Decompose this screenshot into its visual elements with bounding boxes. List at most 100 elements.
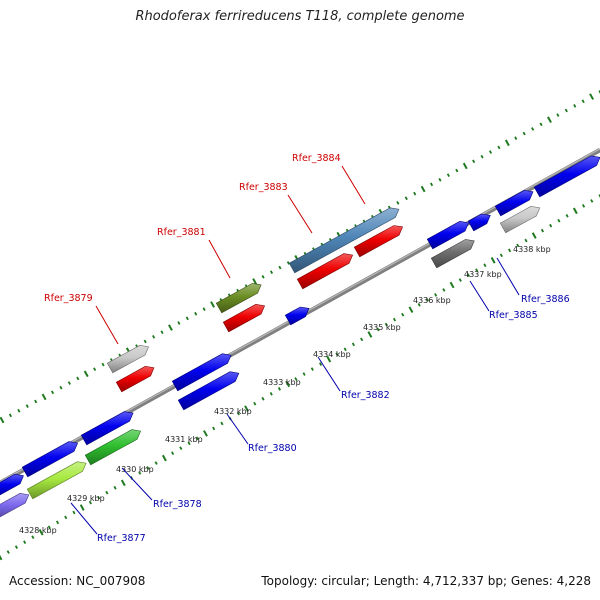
tick-dot [420, 185, 426, 193]
genome-summary-text: Topology: circular; Length: 4,712,337 bp… [261, 574, 591, 588]
gene-leader-line [121, 467, 153, 501]
gene-label: Rfer_3879 [44, 293, 93, 304]
tick-dot [404, 196, 408, 201]
gene-label: Rfer_3886 [521, 294, 570, 305]
tick-dot [0, 416, 5, 424]
tick-dot [269, 391, 273, 396]
tick-dot [34, 399, 38, 404]
tick-dot [598, 194, 600, 198]
tick-dot [326, 355, 332, 363]
tick-dot [83, 370, 89, 378]
gene-arrow [494, 189, 534, 217]
gene-arrow [215, 283, 262, 314]
tick-dot [236, 411, 240, 416]
tick-dot [59, 385, 63, 390]
tick-dot [64, 515, 68, 520]
tick-dot [488, 150, 493, 154]
tick-dot [466, 273, 471, 277]
gene-arrow [84, 429, 142, 466]
tick-dot [573, 104, 577, 108]
tick-dot [531, 127, 535, 131]
tick-dot [480, 154, 484, 159]
gene-arrow [0, 492, 30, 518]
gene-arrow [353, 225, 404, 258]
gene-arrow [467, 213, 491, 232]
tick-dot [413, 191, 417, 196]
gene-arrow [115, 365, 155, 393]
tick-dot [475, 268, 479, 273]
gene-labels: Rfer_3879 Rfer_3881 Rfer_3883 Rfer_3884 Rfer… [44, 153, 570, 544]
tick-dot [261, 274, 265, 279]
tick-dot [590, 199, 594, 203]
kbp-ruler: 4328 kbp 4329 kbp 4330 kbp 4331 kbp 4332 kbp… [19, 245, 551, 535]
tick-dot [160, 330, 164, 335]
tick-dot [384, 322, 388, 327]
tick-dot [294, 377, 298, 381]
tick-dot [50, 390, 55, 395]
tick-dot [429, 182, 434, 187]
tick-dot [8, 413, 12, 418]
tick-dot [152, 335, 156, 339]
tick-dot [278, 265, 282, 270]
tick-dot [31, 535, 35, 540]
tick-dot [572, 207, 578, 215]
tick-dot [23, 540, 27, 545]
tick-dot [41, 393, 47, 401]
tick-dot [335, 352, 339, 357]
tick-dot [556, 113, 560, 117]
tick-dot [179, 446, 183, 451]
gene-arrow [284, 306, 310, 326]
tick-dot [547, 116, 552, 124]
tick-dot [79, 504, 85, 511]
tick-dot [286, 261, 290, 265]
tick-dot [351, 342, 355, 347]
tick-dot [97, 495, 101, 500]
tick-dot [154, 461, 158, 465]
tick-dot [171, 451, 175, 455]
tick-dot [564, 108, 568, 113]
gene-label: Rfer_3884 [292, 153, 341, 164]
tick-dot [446, 173, 450, 177]
tick-dot [25, 404, 29, 408]
gene-arrow [222, 303, 266, 333]
gene-arrow [499, 205, 541, 234]
tick-dot [47, 525, 51, 530]
tick-dot [285, 380, 291, 388]
gene-arrow [21, 441, 79, 478]
tick-dot [202, 307, 206, 311]
tick-dot [539, 122, 543, 127]
tick-dot [408, 306, 414, 314]
gene-track [0, 155, 600, 518]
tick-dot [277, 387, 282, 391]
gene-arrow [26, 461, 87, 500]
kbp-tick-label: 4334 kbp [313, 350, 351, 359]
tick-dot [38, 528, 44, 536]
gene-arrow [171, 353, 232, 392]
gene-arrow [106, 344, 150, 374]
tick-dot [244, 405, 249, 412]
gene-leader-line [496, 257, 520, 296]
tick-dot [343, 347, 347, 352]
tick-dot [557, 218, 561, 223]
gene-arrow [426, 220, 470, 250]
tick-dot [417, 302, 421, 307]
kbp-tick-label: 4332 kbp [214, 407, 252, 416]
tick-dot [589, 93, 594, 100]
gene-leader-line [70, 502, 98, 535]
tick-dot [161, 454, 167, 462]
gene-leader-line [208, 239, 231, 279]
kbp-tick-label: 4338 kbp [513, 245, 551, 254]
tick-dot [449, 281, 455, 289]
tick-dot [143, 339, 147, 344]
tick-dot [522, 131, 526, 136]
kbp-tick-label: 4331 kbp [165, 435, 203, 444]
gene-leader-line [226, 413, 249, 445]
tick-dot [540, 228, 545, 233]
gene-leader-line [287, 194, 313, 234]
tick-dot [17, 408, 21, 413]
tick-dot [472, 159, 476, 164]
tick-dot [392, 317, 397, 322]
gene-arrow [0, 473, 24, 496]
tick-dot [490, 257, 496, 264]
gene-label: Rfer_3877 [97, 533, 146, 544]
